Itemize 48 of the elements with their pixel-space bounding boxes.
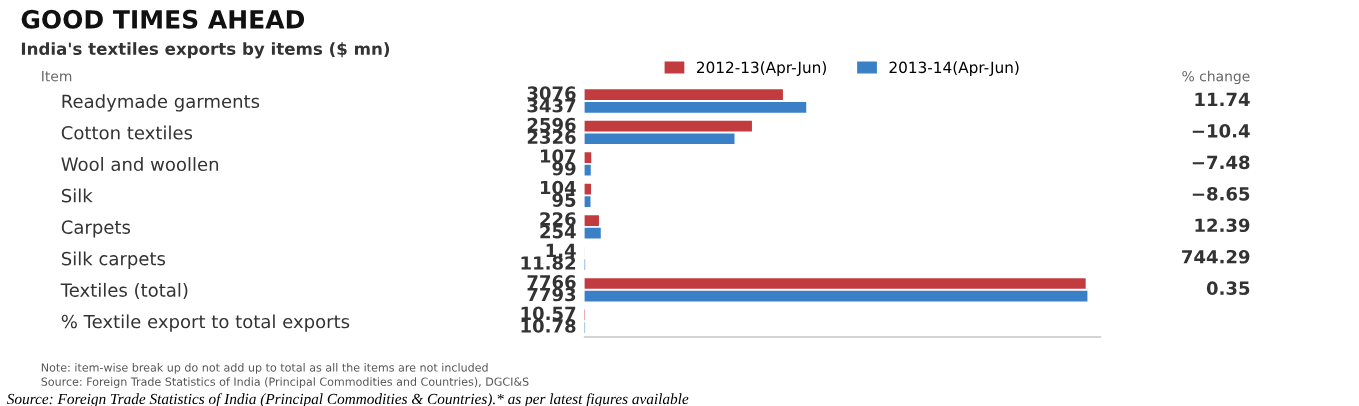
y-tick-label: Silk: [61, 188, 93, 203]
text: −8.65: [1192, 186, 1250, 201]
text: Note: item-wise break up do not add up to total as all the items are not included: [41, 363, 488, 374]
data-label: 11.82: [521, 256, 576, 270]
data-label: 7766: [527, 275, 576, 289]
y-tick-label: Carpets: [61, 220, 131, 238]
y-tick-label: Textiles (total): [60, 282, 188, 300]
bar: [584, 120, 752, 132]
data-label: 2596: [527, 117, 576, 132]
data-label: 104: [540, 180, 576, 195]
y-tick-label: Wool and woollen: [61, 157, 219, 172]
bar: [584, 133, 735, 145]
text: India's textiles exports by items ($ mn): [21, 42, 390, 59]
data-label: 3076: [527, 86, 576, 100]
data-label: 107: [540, 149, 576, 163]
text: −7.48: [1192, 155, 1250, 170]
text: GOOD TIMES AHEAD: [21, 9, 305, 29]
text: 11.74: [1195, 92, 1250, 106]
data-label: 1.4: [546, 243, 576, 258]
bar: [584, 89, 783, 101]
y-tick-label: Silk carpets: [61, 251, 166, 269]
bar: [584, 215, 599, 226]
bar: [584, 227, 601, 239]
data-label: 10.78: [521, 319, 576, 333]
data-label: 7793: [527, 287, 576, 302]
text: −10.4: [1192, 124, 1250, 138]
bar: [584, 101, 807, 113]
legend-label: 2013-14(Apr-Jun): [889, 61, 1019, 77]
y-tick-label: Cotton textiles: [61, 125, 193, 140]
text: 0.35: [1206, 281, 1250, 296]
legend-label: 2012-13(Apr-Jun): [696, 61, 826, 77]
bar: [584, 278, 1086, 289]
bar: [584, 196, 591, 208]
data-label: 3437: [527, 98, 576, 113]
y-tick-label: Readymade garments: [62, 94, 260, 112]
data-label: 254: [540, 224, 576, 239]
data-label: 2326: [527, 130, 576, 144]
data-label: 95: [552, 193, 576, 207]
text: 744.29: [1182, 249, 1250, 264]
data-label: 10.57: [521, 306, 576, 321]
bar: [584, 290, 1088, 302]
data-label: 99: [552, 161, 576, 176]
text: % change: [1182, 70, 1250, 85]
source-note: Source: Foreign Trade Statistics of India (Principal Commodities and Countries), DGCI&S: [41, 377, 529, 389]
text: Item: [42, 71, 72, 82]
bar: [584, 164, 591, 176]
y-tick-label: % Textile export to total exports: [61, 314, 350, 332]
text: 12.39: [1195, 218, 1250, 233]
